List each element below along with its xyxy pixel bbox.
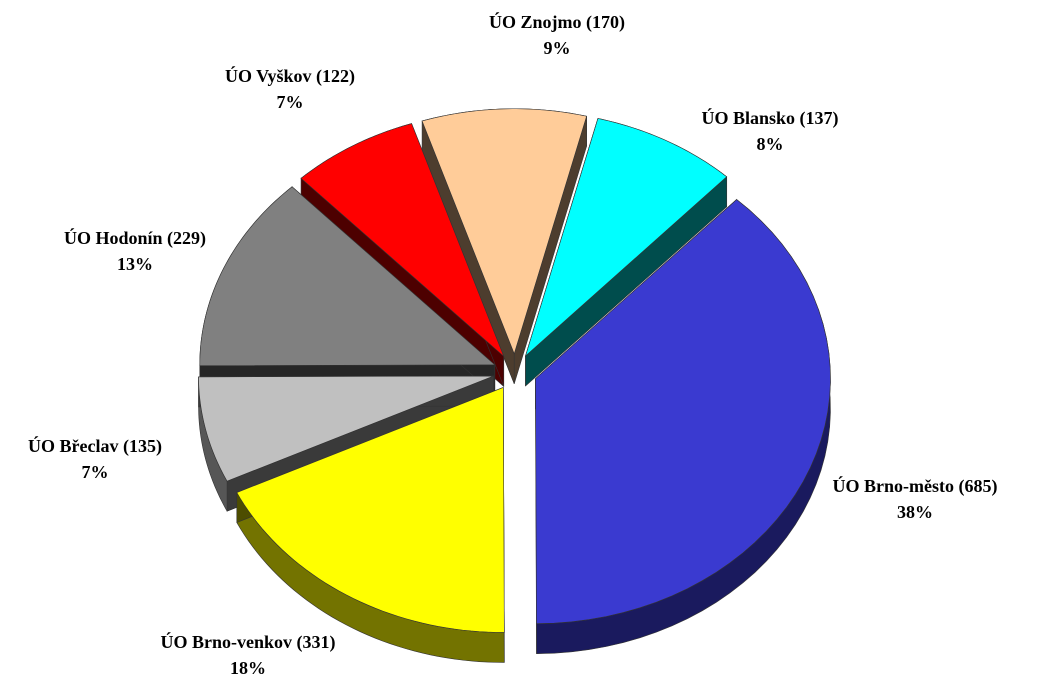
slice-label: ÚO Břeclav (135) — [28, 435, 162, 457]
slice — [199, 186, 496, 366]
slice-value-label: 38% — [897, 502, 933, 522]
slice-value-label: 9% — [544, 38, 571, 58]
slice — [236, 387, 505, 633]
slice-label: ÚO Brno-město (685) — [833, 475, 998, 497]
slice-label: ÚO Znojmo (170) — [489, 11, 625, 33]
slice — [300, 123, 505, 357]
slice — [524, 118, 728, 357]
slice-value-label: 8% — [757, 134, 784, 154]
slice-label: ÚO Vyškov (122) — [225, 65, 355, 87]
slice-value-label: 7% — [277, 92, 304, 112]
slice-label: ÚO Brno-venkov (331) — [161, 631, 336, 653]
slice-value-label: 18% — [230, 658, 266, 678]
slice-value-label: 13% — [117, 254, 153, 274]
slice — [421, 108, 587, 355]
slice-label: ÚO Hodonín (229) — [64, 227, 206, 249]
slice-label: ÚO Blansko (137) — [701, 107, 838, 129]
slice — [198, 375, 494, 482]
slice-value-label: 7% — [82, 462, 109, 482]
slice — [535, 199, 831, 624]
